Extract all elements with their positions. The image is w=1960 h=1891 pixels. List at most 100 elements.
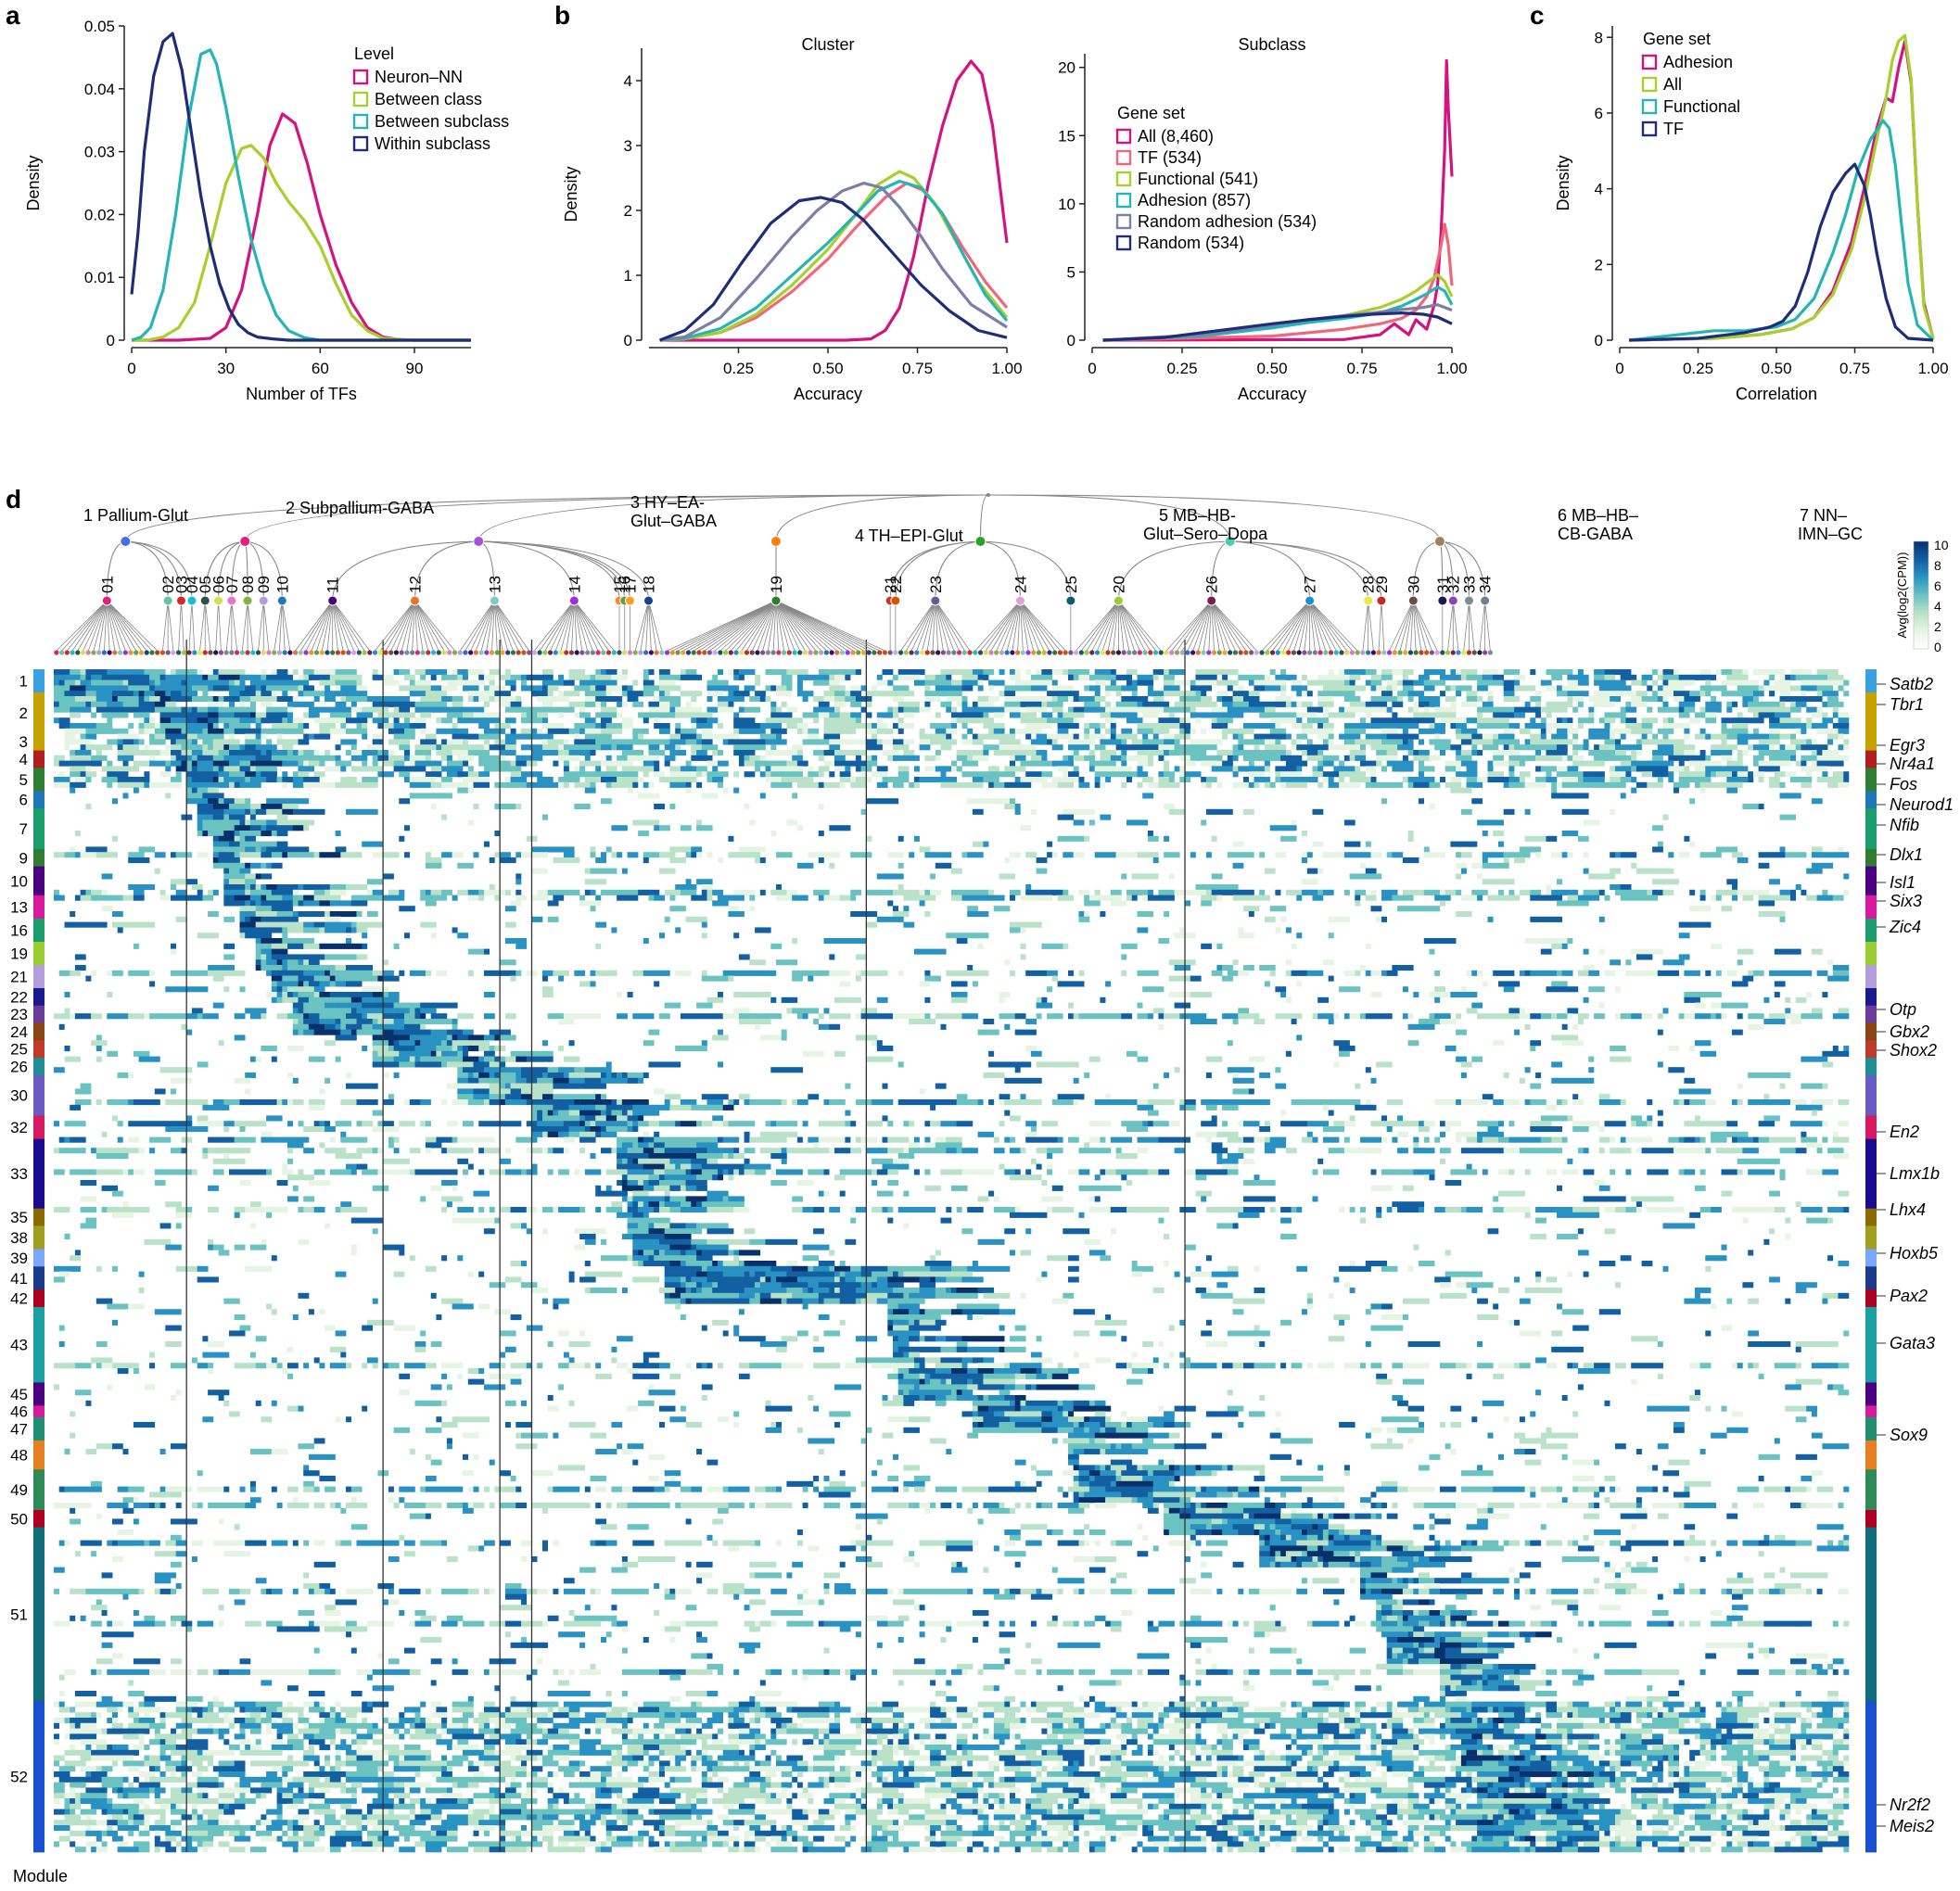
heatmap-cell bbox=[362, 986, 389, 993]
heatmap-cell bbox=[1407, 706, 1414, 713]
heatmap-cell bbox=[913, 679, 925, 686]
heatmap-cell bbox=[245, 884, 251, 891]
heatmap-cell bbox=[1195, 1131, 1217, 1137]
heatmap-cell bbox=[1631, 787, 1637, 793]
heatmap-cell bbox=[388, 1034, 411, 1041]
heatmap-cell bbox=[1460, 1072, 1467, 1079]
heatmap-cell bbox=[818, 766, 830, 772]
heatmap-cell bbox=[1657, 1061, 1663, 1068]
heatmap-cell bbox=[1402, 755, 1408, 761]
heatmap-cell bbox=[1561, 1023, 1568, 1030]
heatmap-cell bbox=[749, 959, 766, 966]
heatmap-cell bbox=[1370, 717, 1393, 724]
heatmap-cell bbox=[1567, 852, 1573, 858]
heatmap-cell bbox=[159, 771, 172, 778]
heatmap-cell bbox=[463, 777, 490, 783]
heatmap-cell bbox=[186, 771, 209, 778]
heatmap-cell bbox=[1317, 723, 1324, 730]
heatmap-cell bbox=[850, 889, 861, 895]
heatmap-cell bbox=[1450, 992, 1478, 998]
heatmap-cell bbox=[107, 679, 123, 686]
heatmap-cell bbox=[377, 674, 384, 680]
heatmap-cell bbox=[1407, 831, 1414, 837]
heatmap-cell bbox=[1419, 696, 1441, 703]
heatmap-cell bbox=[1158, 1136, 1186, 1143]
heatmap-cell bbox=[1306, 679, 1334, 686]
heatmap-cell bbox=[504, 1148, 511, 1154]
heatmap-cell bbox=[744, 691, 750, 697]
heatmap-cell bbox=[1684, 696, 1700, 703]
heatmap-cell bbox=[70, 846, 76, 853]
heatmap-cell bbox=[733, 787, 740, 793]
heatmap-cell bbox=[802, 739, 830, 745]
heatmap-cell bbox=[919, 981, 931, 987]
heatmap-cell bbox=[1147, 1110, 1159, 1116]
heatmap-cell bbox=[1152, 696, 1165, 703]
heatmap-cell bbox=[446, 1148, 474, 1154]
heatmap-cell bbox=[1419, 760, 1424, 767]
heatmap-cell bbox=[154, 685, 176, 692]
heatmap-cell bbox=[329, 975, 336, 982]
heatmap-cell bbox=[659, 852, 665, 858]
heatmap-cell bbox=[590, 970, 596, 976]
heatmap-cell bbox=[1397, 1115, 1404, 1122]
heatmap-cell bbox=[186, 750, 193, 756]
heatmap-cell bbox=[128, 1072, 134, 1079]
heatmap-cell bbox=[595, 723, 602, 730]
heatmap-cell bbox=[1216, 712, 1244, 718]
heatmap-cell bbox=[1051, 744, 1063, 751]
heatmap-cell bbox=[1503, 1148, 1521, 1154]
heatmap-cell bbox=[1407, 835, 1414, 842]
heatmap-cell bbox=[245, 900, 251, 907]
heatmap-cell bbox=[1785, 996, 1791, 1003]
heatmap-cell bbox=[1110, 889, 1122, 895]
heatmap-cell bbox=[350, 1029, 357, 1035]
heatmap-cell bbox=[303, 1002, 310, 1009]
heatmap-cell bbox=[776, 733, 782, 740]
heatmap-cell bbox=[1742, 1148, 1759, 1154]
heatmap-cell bbox=[356, 996, 363, 1003]
heatmap-cell bbox=[1269, 825, 1297, 831]
heatmap-cell bbox=[1668, 679, 1696, 686]
heatmap-cell bbox=[515, 1056, 528, 1062]
heatmap-cell bbox=[627, 1148, 644, 1154]
heatmap-cell bbox=[621, 1072, 628, 1079]
heatmap-cell bbox=[946, 1136, 962, 1143]
heatmap-cell bbox=[91, 1148, 97, 1154]
heatmap-cell bbox=[159, 728, 166, 734]
heatmap-cell bbox=[1498, 841, 1504, 847]
heatmap-cell bbox=[537, 696, 569, 703]
heatmap-cell bbox=[1557, 781, 1562, 788]
heatmap-cell bbox=[350, 954, 357, 960]
heatmap-cell bbox=[101, 777, 119, 783]
heatmap-cell bbox=[542, 1094, 548, 1100]
heatmap-cell bbox=[212, 975, 224, 982]
heatmap-cell bbox=[117, 927, 123, 933]
heatmap-cell bbox=[1811, 862, 1834, 869]
heatmap-cell bbox=[897, 771, 904, 778]
heatmap-cell bbox=[733, 1099, 740, 1106]
heatmap-cell bbox=[701, 975, 729, 982]
heatmap-cell bbox=[1280, 771, 1303, 778]
heatmap-cell bbox=[1068, 669, 1090, 676]
heatmap-cell bbox=[1795, 1104, 1823, 1110]
heatmap-cell bbox=[383, 679, 400, 686]
heatmap-cell bbox=[117, 739, 123, 745]
heatmap-cell bbox=[1137, 723, 1175, 730]
heatmap-cell bbox=[1254, 777, 1270, 783]
heatmap-cell bbox=[128, 1013, 145, 1020]
heatmap-cell bbox=[1423, 1174, 1430, 1181]
heatmap-cell bbox=[404, 1023, 421, 1030]
heatmap-cell bbox=[478, 1077, 495, 1084]
heatmap-cell bbox=[1699, 750, 1706, 756]
heatmap-cell bbox=[1407, 739, 1414, 745]
heatmap-cell bbox=[1063, 771, 1069, 778]
heatmap-cell bbox=[500, 755, 506, 761]
heatmap-cell bbox=[414, 1046, 426, 1052]
heatmap-cell bbox=[1291, 739, 1297, 745]
heatmap-cell bbox=[627, 755, 660, 761]
heatmap-cell bbox=[1073, 852, 1085, 858]
heatmap-cell bbox=[122, 895, 134, 901]
heatmap-cell bbox=[1779, 691, 1791, 697]
heatmap-cell bbox=[542, 992, 554, 998]
